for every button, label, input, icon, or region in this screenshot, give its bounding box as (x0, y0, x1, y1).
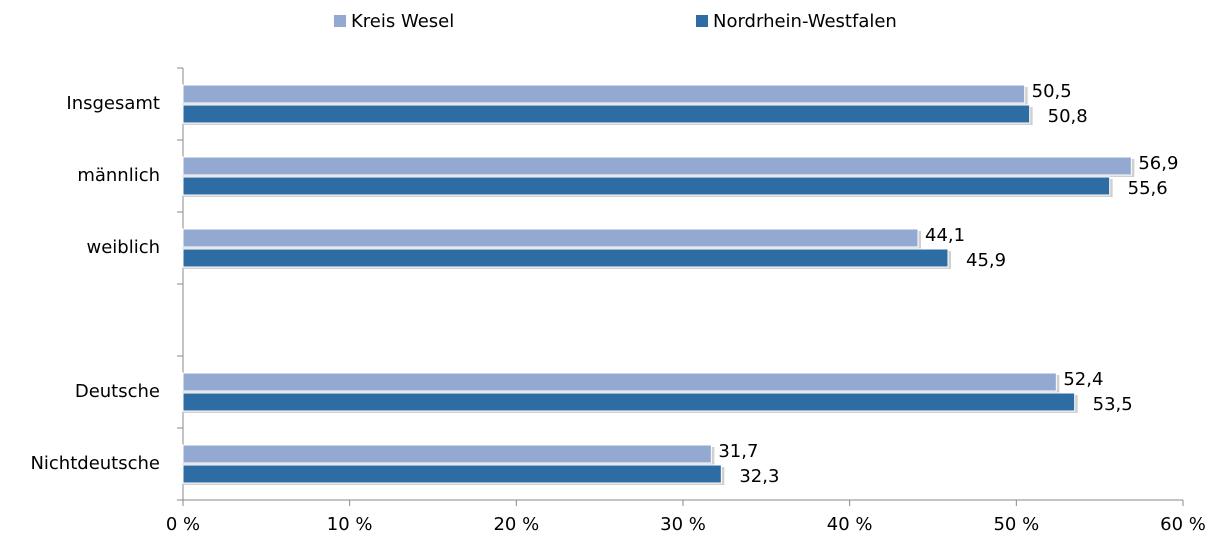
value-label: 50,8 (1048, 106, 1088, 127)
x-tick-label: 50 % (993, 514, 1039, 535)
legend-label: Nordrhein-Westfalen (713, 11, 897, 32)
legend-swatch (696, 15, 708, 27)
x-tick-label: 0 % (166, 514, 200, 535)
value-label: 44,1 (925, 225, 965, 246)
y-tick-label: Nichtdeutsche (30, 453, 160, 474)
value-label: 55,6 (1128, 178, 1168, 199)
value-label: 31,7 (718, 441, 758, 462)
value-label: 50,5 (1032, 81, 1072, 102)
value-label: 32,3 (739, 466, 779, 487)
x-tick-label: 60 % (1160, 514, 1206, 535)
bar (182, 104, 1031, 124)
bar (182, 156, 1132, 176)
x-tick-label: 40 % (827, 514, 873, 535)
value-label: 56,9 (1138, 153, 1178, 174)
bar (182, 392, 1076, 412)
bar (182, 228, 919, 248)
y-tick-label: Insgesamt (66, 93, 160, 114)
y-tick-label: weiblich (86, 237, 160, 258)
bar (182, 444, 712, 464)
value-label: 53,5 (1093, 394, 1133, 415)
bar (182, 372, 1057, 392)
legend-swatch (334, 15, 346, 27)
y-tick-label: männlich (77, 165, 160, 186)
value-label: 45,9 (966, 250, 1006, 271)
x-tick-label: 20 % (493, 514, 539, 535)
bar (182, 84, 1026, 104)
bar (182, 176, 1111, 196)
legend-label: Kreis Wesel (351, 11, 454, 32)
bar (182, 464, 722, 484)
y-tick-label: Deutsche (75, 381, 160, 402)
x-tick-label: 30 % (660, 514, 706, 535)
bar (182, 248, 949, 268)
x-tick-label: 10 % (327, 514, 373, 535)
value-label: 52,4 (1063, 369, 1103, 390)
